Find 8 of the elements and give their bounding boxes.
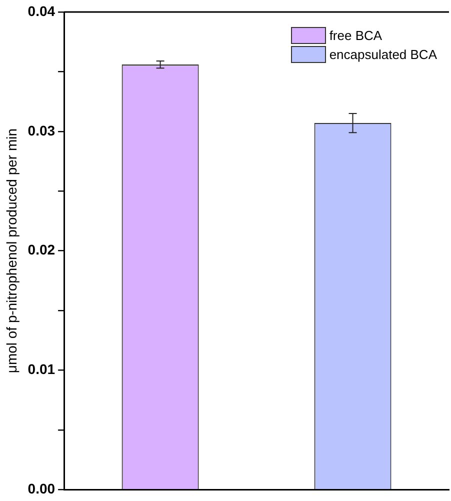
y-tick-label: 0.03: [28, 122, 56, 138]
legend-label: free BCA: [329, 28, 382, 43]
y-tick-label: 0.00: [28, 480, 56, 496]
y-tick-label: 0.01: [28, 361, 56, 378]
y-tick-label: 0.02: [28, 242, 56, 258]
y-tick-label: 0.04: [28, 2, 56, 19]
y-axis-title: μmol of p-nitrophenol produced per min: [3, 128, 20, 374]
legend-label: encapsulated BCA: [329, 47, 437, 62]
